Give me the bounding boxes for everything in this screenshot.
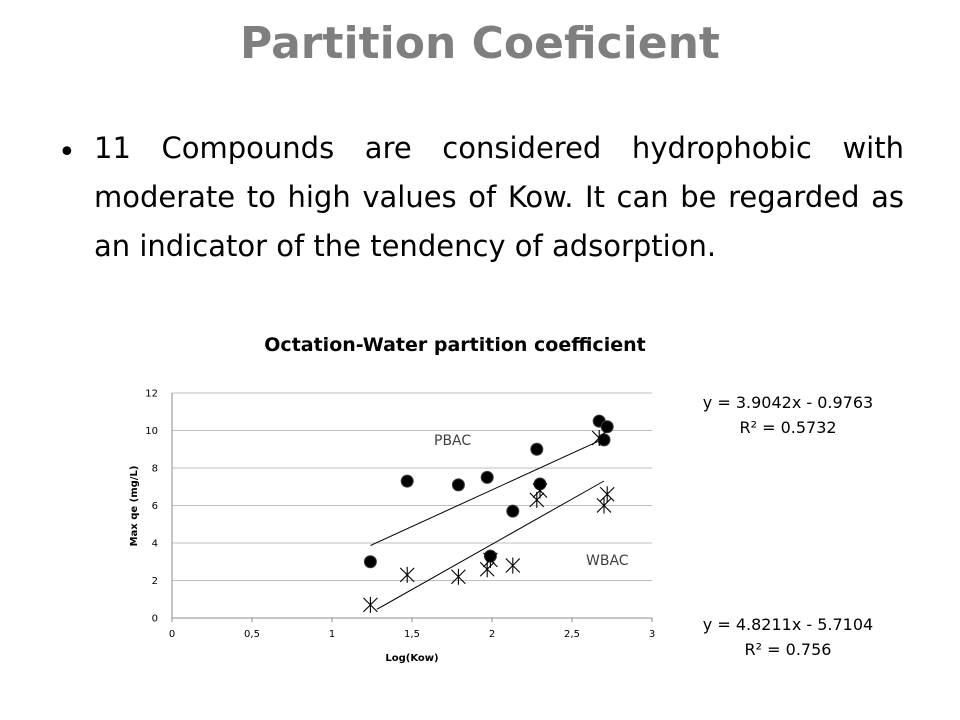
data-point-wbac: [483, 551, 498, 568]
bullet-dot-icon: •: [58, 135, 76, 170]
data-point-pbac: [530, 442, 544, 456]
wbac-r-squared: R² = 0.756: [744, 640, 832, 659]
trendline-wbac: [376, 480, 605, 610]
data-point-wbac: [596, 497, 612, 514]
data-point-wbac: [529, 491, 545, 508]
data-point-pbac: [600, 420, 614, 434]
y-tick-label: 12: [145, 389, 158, 400]
data-point-pbac: [363, 555, 377, 569]
data-point-pbac: [451, 478, 465, 492]
pbac-equation: y = 3.9042x - 0.9763: [702, 393, 874, 412]
x-tick-label: 3: [649, 629, 655, 640]
x-tick-label: 0,5: [244, 629, 260, 640]
tick-labels: 0 2 4 6 8 10 12 0 0,5 1 1,5 2 2,5 3: [145, 389, 655, 641]
data-point-wbac: [532, 482, 548, 499]
x-tick-label: 2,5: [564, 629, 580, 640]
data-point-wbac: [363, 596, 378, 613]
y-tick-label: 8: [152, 464, 158, 475]
pbac-r-squared: R² = 0.5732: [739, 418, 837, 437]
data-point-wbac: [591, 430, 607, 446]
series-label-wbac: WBAC: [586, 553, 629, 569]
data-point-pbac: [400, 474, 414, 488]
data-point-wbac: [599, 486, 615, 503]
trendline-pbac: [370, 436, 608, 546]
data-point-wbac: [479, 561, 495, 578]
y-tick-label: 6: [152, 501, 158, 512]
x-tick-label: 0: [169, 629, 175, 640]
data-point-pbac: [480, 470, 494, 484]
chart-title: Octation-Water partition coefficient: [264, 334, 646, 356]
x-axis-label: Log(Kow): [385, 653, 438, 664]
data-point-wbac: [399, 566, 415, 583]
x-tick-label: 1,5: [404, 629, 420, 640]
data-point-wbac: [451, 568, 466, 585]
y-tick-label: 2: [152, 576, 158, 587]
y-axis-label: Max qe (mg/L): [129, 466, 140, 547]
axes: [171, 393, 653, 622]
data-point-pbac: [597, 433, 611, 447]
gridlines: [172, 392, 652, 581]
data-point-wbac: [505, 557, 521, 574]
x-tick-label: 1: [329, 629, 335, 640]
slide-title: Partition Coeficient: [240, 18, 720, 69]
data-point-pbac: [506, 504, 520, 518]
y-tick-label: 4: [152, 539, 158, 550]
wbac-equation: y = 4.8211x - 5.7104: [702, 615, 874, 634]
data-points: [363, 414, 615, 613]
y-tick-label: 10: [145, 426, 158, 437]
bullet-item: • 11 Compounds are considered hydrophobi…: [58, 124, 904, 271]
x-tick-label: 2: [489, 629, 495, 640]
trendlines: [370, 436, 608, 610]
series-label-pbac: PBAC: [434, 433, 471, 449]
bullet-text: 11 Compounds are considered hydrophobic …: [94, 131, 904, 263]
y-tick-label: 0: [152, 614, 158, 625]
